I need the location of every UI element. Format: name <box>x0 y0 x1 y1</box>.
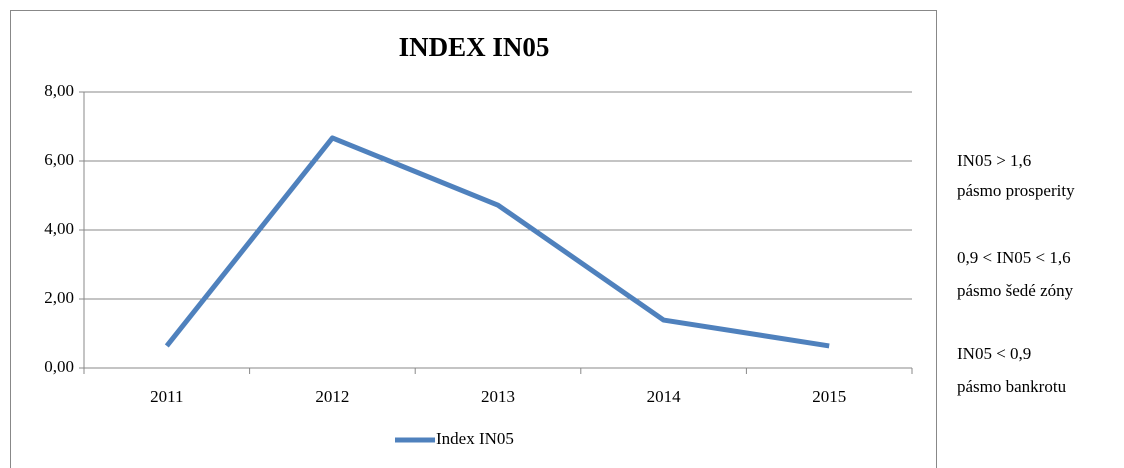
annotation: IN05 < 0,9 <box>957 344 1031 363</box>
y-tick-label: 2,00 <box>44 288 74 307</box>
y-tick-label: 0,00 <box>44 357 74 376</box>
annotation: pásmo šedé zóny <box>957 281 1074 300</box>
y-tick-label: 8,00 <box>44 81 74 100</box>
annotation: IN05 > 1,6 <box>957 151 1031 170</box>
x-tick-label: 2013 <box>481 387 515 406</box>
annotation: pásmo bankrotu <box>957 377 1067 396</box>
annotation: pásmo prosperity <box>957 181 1075 200</box>
x-tick-label: 2012 <box>315 387 349 406</box>
x-tick-label: 2014 <box>647 387 682 406</box>
x-tick-label: 2015 <box>812 387 846 406</box>
legend-label: Index IN05 <box>436 429 514 448</box>
y-tick-label: 6,00 <box>44 150 74 169</box>
chart-title: INDEX IN05 <box>399 32 550 62</box>
annotation: 0,9 < IN05 < 1,6 <box>957 248 1071 267</box>
data-line <box>164 135 830 349</box>
y-tick-label: 4,00 <box>44 219 74 238</box>
x-tick-label: 2011 <box>150 387 183 406</box>
chart-border <box>10 10 937 468</box>
